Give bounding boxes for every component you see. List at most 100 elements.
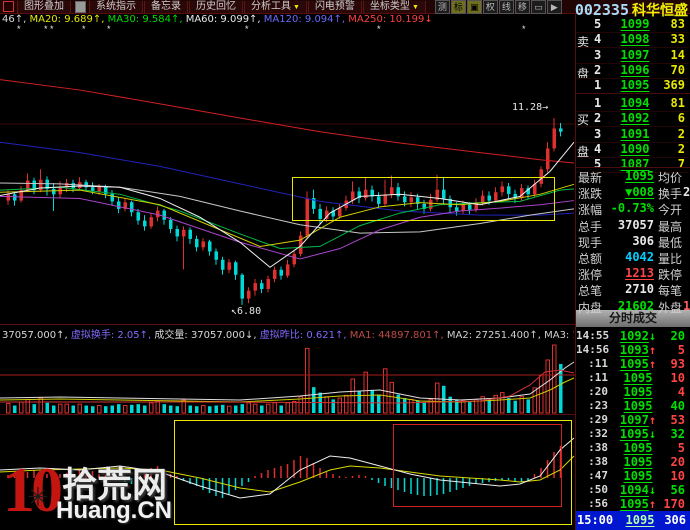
tick-row[interactable]: 14:55 1092↓ 20 <box>576 329 689 343</box>
tick-time: :29 <box>588 413 608 426</box>
book-level: 4 <box>594 141 602 156</box>
toolbar-button-移[interactable]: 移 <box>514 0 530 14</box>
indicator-text: MA30: 9.584↑, <box>107 14 186 25</box>
tick-price-value: 1093 <box>619 343 649 357</box>
order-book-row-buy-2[interactable]: 2 1092 6 <box>576 111 689 128</box>
order-book-row-sell-2[interactable]: 2 1096 70 <box>576 63 689 79</box>
tick-volume: 306 <box>664 513 686 527</box>
tick-time: :50 <box>588 483 608 496</box>
tick-row[interactable]: 14:56 1093↑ 5 <box>576 343 689 357</box>
event-marker-icon: * <box>17 24 21 34</box>
menu-item-3[interactable]: 备忘录 <box>144 0 188 13</box>
tick-volume: 5 <box>677 441 685 455</box>
indicator-text: MA250: 10.199↓ <box>348 14 433 25</box>
toolbar-button-权[interactable]: 权 <box>482 0 498 14</box>
order-book-row-sell-3[interactable]: 3 1097 14 <box>576 48 689 64</box>
book-volume: 81 <box>670 96 685 110</box>
order-book-row-buy-4[interactable]: 4 1090 2 <box>576 142 689 158</box>
menu-item-6[interactable]: 闪电预警 <box>307 0 362 13</box>
top-toolbar: 图形叠加 系统指示 备忘录 历史回忆 分析工具 ▼ 闪电预警 坐标类型 ▼ 测标 ▣ 权线移 ▭ ▶ <box>0 0 690 14</box>
order-book-row-sell-5[interactable]: 5 1099 83 <box>576 17 689 33</box>
tick-price-value: 1095 <box>625 513 655 527</box>
tick-price-value: 1095 <box>623 441 653 455</box>
toolbar-button-▶[interactable]: ▶ <box>546 0 562 14</box>
tick-price: 1095 <box>612 399 664 413</box>
macd-chart[interactable] <box>0 416 575 530</box>
order-book-row-sell-4[interactable]: 4 1098 33 <box>576 32 689 49</box>
watermark-site-name: 拾荒网 <box>62 466 168 505</box>
closing-tick-row[interactable]: 15:00 1095 306 <box>576 511 690 530</box>
volume-indicator-line: 37057.000↑, 虚拟换手: 2.05↑, 成交量: 37057.000↓… <box>2 326 574 341</box>
toolbar-button-▭[interactable]: ▭ <box>530 0 546 14</box>
order-book-row-sell-1[interactable]: 1 1095 369 <box>576 78 689 95</box>
tick-row[interactable]: :20 1095 4 <box>576 385 689 399</box>
tick-price: 1095↑ <box>612 497 664 511</box>
order-book-row-buy-1[interactable]: 1 1094 81 <box>576 96 689 112</box>
tick-price: 1095 <box>612 455 664 469</box>
book-volume: 33 <box>670 32 685 47</box>
toolbar-button-测[interactable]: 测 <box>434 0 450 14</box>
tick-volume: 32 <box>670 427 685 441</box>
toolbar-button-▣[interactable]: ▣ <box>466 0 482 14</box>
tick-volume: 20 <box>670 455 685 469</box>
stat-label: 涨跌 <box>578 187 603 202</box>
stat-label: 涨幅 <box>578 203 603 218</box>
indicator-text: MA20: 9.689↑, <box>29 14 108 25</box>
menu-item-7[interactable]: 坐标类型 ▼ <box>362 0 426 13</box>
kline-chart[interactable] <box>0 14 575 324</box>
tick-row[interactable]: :23 1095 40 <box>576 399 689 413</box>
stat-label-2: 换手 <box>658 187 683 202</box>
order-book-row-buy-3[interactable]: 3 1091 2 <box>576 127 689 143</box>
tick-volume: 20 <box>670 329 685 343</box>
tick-price-value: 1095 <box>623 385 653 399</box>
menu-item-2[interactable]: 系统指示 <box>89 0 143 13</box>
toolbar-button-标[interactable]: 标 <box>450 0 466 14</box>
stat-row-涨跌: 涨跌 ▼008 换手 2 <box>576 185 690 202</box>
book-mid-divider <box>576 93 690 94</box>
down-arrow-icon: ↓ <box>648 427 657 441</box>
menu-item-4[interactable]: 历史回忆 <box>189 0 243 13</box>
tick-row[interactable]: :11 1095 10 <box>576 371 689 385</box>
book-price: 1092 <box>620 111 650 126</box>
buy-side-label: 盘 <box>577 145 590 159</box>
tick-price: 1095 <box>612 371 664 385</box>
tick-row[interactable]: :32 1095↓ 32 <box>576 427 689 441</box>
stat-value: 306 <box>632 233 654 248</box>
book-price: 1098 <box>620 32 650 47</box>
tick-row[interactable]: :50 1094↓ 56 <box>576 483 689 497</box>
stat-label-2: 今开 <box>658 203 683 218</box>
tick-row[interactable]: :29 1097↑ 53 <box>576 413 689 427</box>
indicator-text: MA120: 9.094↑, <box>263 14 349 25</box>
tick-time: :20 <box>588 385 608 398</box>
stat-label: 涨停 <box>578 268 603 283</box>
tick-row[interactable]: :47 1095 10 <box>576 469 689 483</box>
tick-row[interactable]: :56 1095↑ 170 <box>576 497 689 511</box>
stat-label-2: 跌停 <box>658 268 683 283</box>
tick-price-value: 1095 <box>623 469 653 483</box>
up-arrow-icon: ↑ <box>648 343 657 357</box>
indicator-text: 46↑, <box>2 14 30 25</box>
pane-divider <box>0 414 575 415</box>
tick-price-value: 1095 <box>619 357 649 371</box>
menu-item-5[interactable]: 分析工具 ▼ <box>244 0 307 13</box>
menu-item-1[interactable]: 图形叠加 <box>17 0 71 13</box>
indicator-text: MA3: 18595.000↑ <box>544 330 574 341</box>
tick-volume: 93 <box>670 357 685 371</box>
tick-time: :47 <box>588 469 608 482</box>
tick-time: :11 <box>588 357 608 370</box>
down-arrow-icon: ↓ <box>648 483 657 497</box>
tick-volume: 10 <box>670 469 685 483</box>
book-level: 5 <box>594 157 602 172</box>
stat-label-2: 最低 <box>658 235 683 250</box>
book-level: 5 <box>594 17 602 31</box>
tick-volume: 170 <box>663 497 685 511</box>
toolbar-button-线[interactable]: 线 <box>498 0 514 14</box>
tick-row[interactable]: :11 1095↑ 93 <box>576 357 689 371</box>
stock-name: 科华恒盛 <box>632 2 688 18</box>
tick-row[interactable]: :38 1095 5 <box>576 441 689 455</box>
tick-row[interactable]: :38 1095 20 <box>576 455 689 469</box>
lock-icon[interactable] <box>75 0 86 13</box>
volume-chart[interactable] <box>0 340 575 414</box>
stat-value: 2710 <box>625 282 654 297</box>
